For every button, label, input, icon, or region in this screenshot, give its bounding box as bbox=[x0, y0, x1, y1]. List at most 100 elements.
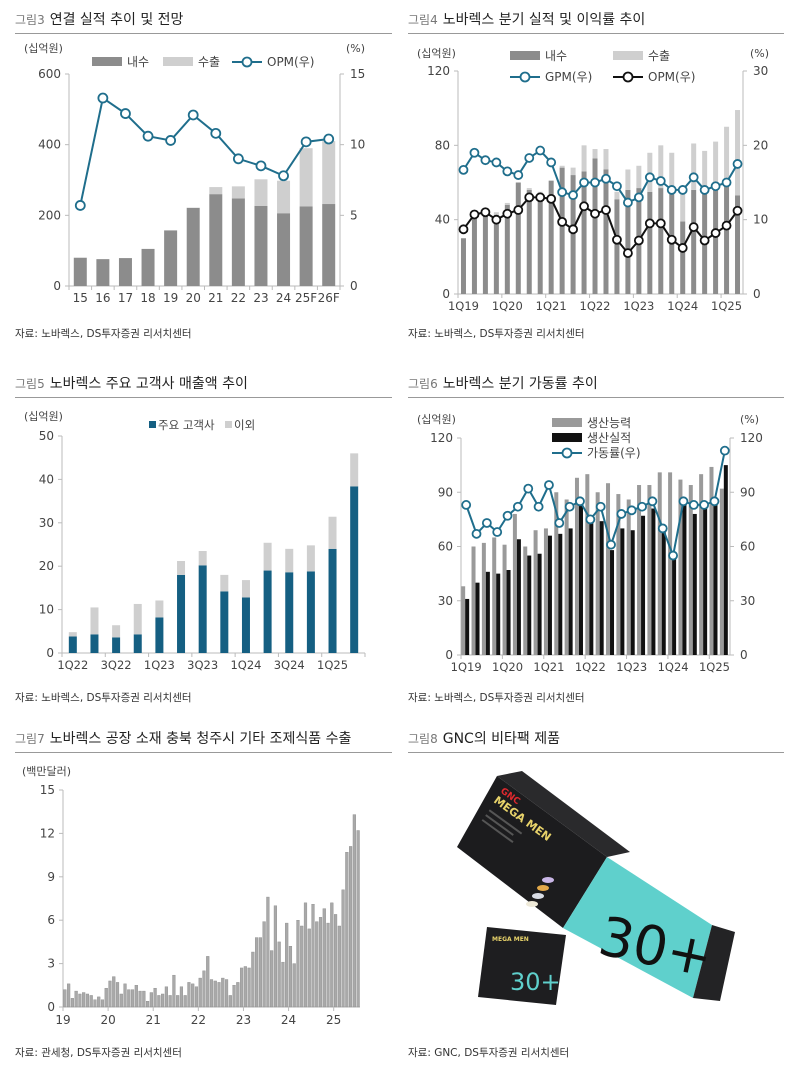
other-customer-bar bbox=[263, 542, 272, 571]
utilization-point bbox=[606, 539, 616, 550]
capacity-bar bbox=[719, 488, 724, 655]
major-customer-bar bbox=[155, 617, 164, 653]
capacity-bar bbox=[595, 492, 600, 655]
x-tick-label: 16 bbox=[95, 291, 110, 305]
export-bar bbox=[647, 152, 653, 192]
actual-bar bbox=[485, 571, 490, 655]
utilization-point bbox=[616, 509, 627, 519]
legend-major-swatch bbox=[149, 421, 156, 428]
export-bar bbox=[78, 993, 82, 1008]
utilization-point bbox=[719, 445, 730, 456]
opm-point bbox=[278, 170, 289, 182]
y2-tick-label: 20 bbox=[753, 138, 768, 152]
actual-bar bbox=[620, 528, 625, 655]
x-tick-label: 1Q20 bbox=[492, 299, 523, 313]
export-bar bbox=[123, 983, 127, 1008]
actual-bar bbox=[527, 555, 532, 655]
domestic-bar bbox=[570, 175, 576, 294]
export-bar bbox=[277, 180, 291, 214]
y2-tick-label: 120 bbox=[740, 431, 763, 445]
legend-utilization-label: 가동률(우) bbox=[587, 446, 641, 460]
export-bar bbox=[168, 995, 172, 1008]
export-bar bbox=[262, 921, 266, 1008]
y2-tick-label: 10 bbox=[350, 138, 365, 152]
opm-point bbox=[165, 135, 177, 146]
export-bar bbox=[183, 995, 187, 1008]
utilization-point bbox=[709, 496, 720, 507]
y2-tick-label: 0 bbox=[350, 279, 358, 293]
opm-point bbox=[710, 228, 721, 238]
gpm-point bbox=[458, 164, 469, 175]
export-bar bbox=[231, 186, 245, 199]
export-bar bbox=[625, 169, 631, 190]
export-bar bbox=[691, 143, 697, 190]
y2-tick-label: 10 bbox=[753, 213, 768, 227]
product-image: GNC MEGA MEN 30+ MEGA MEN 30+ bbox=[457, 771, 735, 1005]
opm-point bbox=[568, 224, 578, 235]
domestic-bar bbox=[118, 258, 132, 286]
export-bar bbox=[247, 967, 251, 1008]
opm-point bbox=[502, 208, 513, 219]
utilization-point bbox=[481, 518, 492, 528]
domestic-bar bbox=[460, 238, 466, 294]
export-bar bbox=[315, 921, 319, 1008]
y-tick-label: 0 bbox=[53, 279, 61, 293]
x-tick-label: 1Q23 bbox=[623, 299, 654, 313]
export-bar bbox=[288, 946, 293, 1008]
x-tick-label: 22 bbox=[191, 1013, 206, 1027]
other-customer-bar bbox=[112, 625, 121, 638]
utilization-point bbox=[502, 510, 513, 521]
gpm-point bbox=[633, 192, 644, 203]
actual-bar bbox=[723, 465, 728, 655]
legend-domestic-swatch bbox=[92, 57, 122, 66]
capacity-bar bbox=[637, 485, 642, 655]
y-tick-label: 120 bbox=[430, 431, 453, 445]
gpm-point bbox=[535, 145, 546, 156]
export-bar bbox=[658, 145, 664, 189]
export-bar bbox=[570, 167, 576, 176]
domestic-bar bbox=[548, 180, 554, 294]
pouch bbox=[478, 927, 566, 1005]
capacity-bar bbox=[616, 494, 621, 655]
export-bar bbox=[153, 987, 157, 1008]
actual-bar bbox=[516, 539, 521, 655]
legend-opm-label: OPM(우) bbox=[648, 70, 695, 84]
export-bar bbox=[100, 999, 105, 1008]
legend-other-swatch bbox=[225, 421, 232, 428]
export-bar bbox=[172, 974, 176, 1008]
export-bar bbox=[209, 979, 214, 1008]
opm-point bbox=[699, 235, 710, 246]
export-bar bbox=[127, 989, 131, 1008]
opm-point bbox=[300, 136, 312, 148]
gpm-point bbox=[557, 187, 568, 198]
y2-axis-unit: (%) bbox=[740, 413, 759, 426]
export-bar bbox=[97, 996, 101, 1008]
utilization-point bbox=[688, 500, 699, 510]
y2-tick-label: 0 bbox=[740, 648, 748, 662]
export-bar bbox=[713, 141, 719, 187]
major-customer-bar bbox=[68, 636, 77, 653]
domestic-bar bbox=[164, 230, 178, 286]
export-bar bbox=[146, 1001, 150, 1008]
x-tick-label: 1Q25 bbox=[699, 660, 730, 674]
y-tick-label: 40 bbox=[435, 213, 450, 227]
box-end-face bbox=[693, 925, 735, 1001]
export-bar bbox=[345, 852, 349, 1008]
domestic-bar bbox=[277, 213, 291, 286]
utilization-point bbox=[637, 501, 647, 512]
x-tick-label: 22 bbox=[231, 291, 246, 305]
actual-bar bbox=[537, 553, 542, 655]
x-tick-label: 3Q24 bbox=[274, 658, 305, 672]
y-tick-label: 20 bbox=[39, 559, 54, 573]
opm-point bbox=[120, 108, 131, 119]
actual-bar bbox=[610, 550, 615, 655]
major-customer-bar bbox=[133, 634, 142, 653]
other-customer-bar bbox=[241, 580, 250, 598]
opm-point bbox=[557, 216, 568, 227]
domestic-bar bbox=[299, 206, 313, 286]
figure4-title: 그림4 노바렉스 분기 실적 및 이익률 추이 bbox=[408, 9, 784, 34]
export-bar bbox=[273, 905, 277, 1008]
gpm-point bbox=[579, 177, 589, 188]
capacity-bar bbox=[481, 542, 486, 655]
